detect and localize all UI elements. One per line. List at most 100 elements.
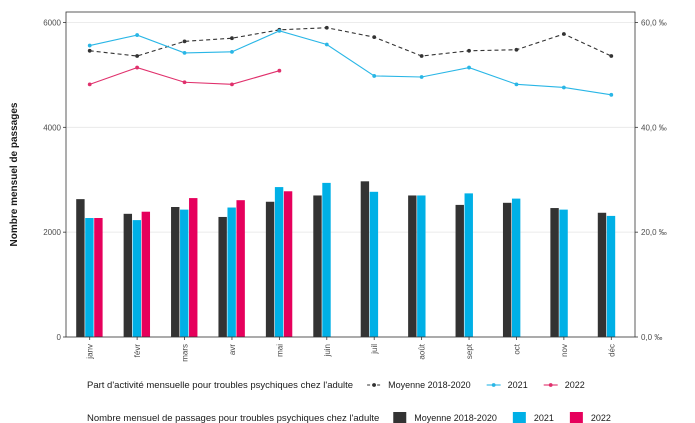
legend-line-label-0: Moyenne 2018-2020 [388, 380, 471, 390]
point-1-6 [372, 74, 377, 78]
point-0-6 [372, 35, 377, 40]
bar-1-10 [559, 209, 568, 337]
bar-1-8 [464, 193, 473, 337]
x-tick-label-avr: avr [228, 344, 237, 355]
point-2-1 [135, 65, 140, 70]
legend-bar-key-1 [512, 412, 526, 423]
point-1-0 [87, 43, 92, 48]
point-1-3 [230, 49, 234, 54]
point-1-10 [561, 85, 566, 90]
bar-0-9 [502, 202, 512, 337]
point-2-4 [277, 68, 282, 73]
point-1-7 [419, 75, 424, 79]
y2-tick-label: 0,0 ‰ [641, 333, 662, 342]
point-1-11 [609, 92, 614, 97]
point-0-1 [135, 54, 140, 58]
bar-1-6 [369, 191, 379, 337]
bar-0-2 [171, 207, 180, 337]
legend-bar-label-1: 2021 [534, 413, 554, 423]
x-tick-label-août: août [418, 343, 427, 359]
point-0-10 [561, 32, 566, 36]
point-1-1 [135, 33, 140, 37]
point-2-3 [230, 82, 234, 87]
legend-line-label-2: 2022 [565, 380, 585, 390]
point-0-3 [230, 36, 234, 41]
axes: 0 2000 4000 6000 0,0 ‰ 20,0 ‰ 40,0 ‰ 60,0 ‰ janv… [43, 11, 667, 362]
y2-tick-label: 20,0 ‰ [641, 228, 667, 237]
bar-0-0 [76, 199, 85, 337]
bar-0-1 [123, 213, 133, 337]
legend-bar-key-0 [393, 412, 407, 423]
bar-0-10 [550, 208, 559, 337]
legend: Part d'activité mensuelle pour troubles … [87, 380, 611, 423]
point-2-2 [182, 80, 187, 85]
point-0-11 [609, 54, 614, 58]
y2-tick-label: 60,0 ‰ [641, 18, 667, 27]
bar-0-4 [265, 201, 275, 337]
bar-2-0 [94, 218, 103, 337]
legend-line-key-dot-1 [491, 383, 496, 387]
point-1-4 [277, 28, 282, 33]
legend-line-key-dot-0 [372, 383, 376, 387]
point-2-0 [87, 82, 92, 87]
x-tick-label-févr: févr [133, 344, 142, 358]
point-0-8 [467, 48, 471, 53]
bar-0-6 [360, 181, 370, 337]
bar-1-7 [417, 195, 426, 337]
lines [87, 25, 614, 97]
legend-bar-label-0: Moyenne 2018-2020 [414, 413, 497, 423]
bar-2-2 [189, 198, 198, 337]
bar-1-11 [606, 215, 616, 337]
legend-bar-key-2 [569, 412, 583, 423]
bar-0-7 [408, 195, 417, 337]
x-tick-label-oct: oct [512, 343, 521, 354]
x-tick-label-juin: juin [323, 344, 332, 357]
x-tick-label-mai: mai [275, 344, 284, 357]
y-tick-label: 2000 [43, 228, 61, 237]
line-series-1 [89, 30, 612, 96]
x-tick-label-nov: nov [560, 344, 569, 357]
point-0-0 [87, 48, 92, 53]
bar-1-2 [180, 209, 189, 337]
point-1-5 [324, 42, 329, 47]
y2-tick-label: 40,0 ‰ [641, 123, 667, 132]
bar-1-0 [85, 218, 94, 337]
bars [76, 181, 616, 337]
legend-line-label-1: 2021 [508, 380, 528, 390]
point-1-9 [514, 82, 519, 87]
y-tick-label: 4000 [43, 123, 61, 132]
bar-0-3 [218, 216, 227, 337]
y-tick-label: 0 [57, 333, 62, 342]
bar-2-3 [236, 200, 245, 337]
x-tick-label-juil: juil [370, 344, 379, 355]
bar-1-3 [227, 207, 236, 337]
point-1-8 [467, 65, 471, 70]
y-tick-label: 6000 [43, 18, 61, 27]
x-tick-label-janv: janv [86, 344, 95, 360]
bar-1-1 [132, 220, 142, 337]
bar-0-11 [597, 212, 607, 337]
bar-0-5 [313, 195, 322, 337]
y-axis-label: Nombre mensuel de passages [9, 102, 20, 246]
grid [66, 22, 635, 338]
legend-bar-label-2: 2022 [591, 413, 611, 423]
point-0-7 [419, 54, 424, 58]
bar-0-8 [455, 204, 464, 337]
line-series-0 [89, 27, 612, 57]
legend-bar-title: Nombre mensuel de passages pour troubles… [87, 413, 379, 423]
point-0-2 [182, 39, 187, 44]
bar-1-4 [274, 187, 284, 337]
bar-2-4 [283, 191, 293, 337]
bar-1-5 [322, 182, 331, 337]
legend-line-key-dot-2 [548, 383, 553, 387]
point-1-2 [182, 50, 187, 55]
point-0-5 [324, 25, 329, 30]
x-tick-label-sept: sept [465, 343, 474, 359]
bar-1-9 [511, 198, 521, 337]
x-tick-label-mars: mars [181, 344, 190, 362]
point-0-9 [514, 47, 519, 52]
x-tick-label-déc: déc [607, 344, 616, 357]
legend-line-title: Part d'activité mensuelle pour troubles … [87, 380, 353, 391]
plot-border [65, 11, 636, 338]
